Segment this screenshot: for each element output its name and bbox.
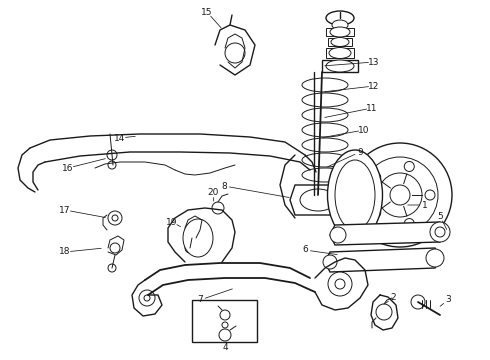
Text: 6: 6 <box>302 246 308 255</box>
Ellipse shape <box>335 160 375 230</box>
Ellipse shape <box>327 150 383 240</box>
Ellipse shape <box>326 11 354 25</box>
Ellipse shape <box>302 108 348 122</box>
Circle shape <box>426 249 444 267</box>
Circle shape <box>108 264 116 272</box>
Text: 7: 7 <box>197 296 203 305</box>
Circle shape <box>144 295 150 301</box>
Circle shape <box>435 227 445 237</box>
Circle shape <box>328 272 352 296</box>
Circle shape <box>371 172 381 183</box>
Circle shape <box>185 243 195 253</box>
Circle shape <box>330 227 346 243</box>
Polygon shape <box>330 222 445 245</box>
Text: 14: 14 <box>114 134 126 143</box>
Text: 9: 9 <box>357 148 363 157</box>
Polygon shape <box>290 185 345 215</box>
Circle shape <box>348 143 452 247</box>
Polygon shape <box>322 60 358 72</box>
Ellipse shape <box>332 20 348 30</box>
Text: 11: 11 <box>366 104 378 112</box>
Ellipse shape <box>302 93 348 107</box>
Polygon shape <box>326 28 354 36</box>
Ellipse shape <box>302 138 348 152</box>
Text: 12: 12 <box>368 81 380 90</box>
Text: 4: 4 <box>222 343 228 352</box>
Text: 2: 2 <box>390 293 396 302</box>
Ellipse shape <box>300 189 336 211</box>
Text: 8: 8 <box>221 181 227 190</box>
Text: 18: 18 <box>59 248 71 256</box>
Ellipse shape <box>302 153 348 167</box>
Circle shape <box>335 279 345 289</box>
Circle shape <box>139 290 155 306</box>
Ellipse shape <box>329 48 351 59</box>
Text: 19: 19 <box>166 217 178 226</box>
Circle shape <box>390 185 410 205</box>
Circle shape <box>371 208 381 218</box>
Text: 16: 16 <box>62 163 74 172</box>
Circle shape <box>220 310 230 320</box>
Circle shape <box>108 161 116 169</box>
Ellipse shape <box>183 219 213 257</box>
Circle shape <box>187 225 197 235</box>
Circle shape <box>107 150 117 160</box>
Circle shape <box>404 162 414 171</box>
Circle shape <box>219 329 231 341</box>
Polygon shape <box>326 48 354 58</box>
Circle shape <box>222 322 228 328</box>
Circle shape <box>112 215 118 221</box>
Circle shape <box>110 243 120 253</box>
Circle shape <box>430 222 450 242</box>
Text: 10: 10 <box>358 126 370 135</box>
Circle shape <box>425 190 435 200</box>
Circle shape <box>108 211 122 225</box>
Circle shape <box>404 219 414 229</box>
Ellipse shape <box>330 27 350 37</box>
Circle shape <box>376 304 392 320</box>
Circle shape <box>212 202 224 214</box>
FancyBboxPatch shape <box>192 300 257 342</box>
Text: 1: 1 <box>422 201 428 210</box>
Text: 15: 15 <box>201 8 213 17</box>
Circle shape <box>225 43 245 63</box>
Text: 5: 5 <box>437 212 443 220</box>
Text: 3: 3 <box>445 296 451 305</box>
Ellipse shape <box>331 37 349 46</box>
Text: 13: 13 <box>368 58 380 67</box>
Ellipse shape <box>302 168 348 182</box>
Ellipse shape <box>326 60 354 72</box>
Circle shape <box>378 173 422 217</box>
Text: 17: 17 <box>59 206 71 215</box>
Ellipse shape <box>302 78 348 92</box>
Polygon shape <box>328 38 352 46</box>
Circle shape <box>323 255 337 269</box>
Polygon shape <box>325 248 440 272</box>
Text: 20: 20 <box>207 188 219 197</box>
Ellipse shape <box>302 123 348 137</box>
Circle shape <box>362 157 438 233</box>
Circle shape <box>411 295 425 309</box>
